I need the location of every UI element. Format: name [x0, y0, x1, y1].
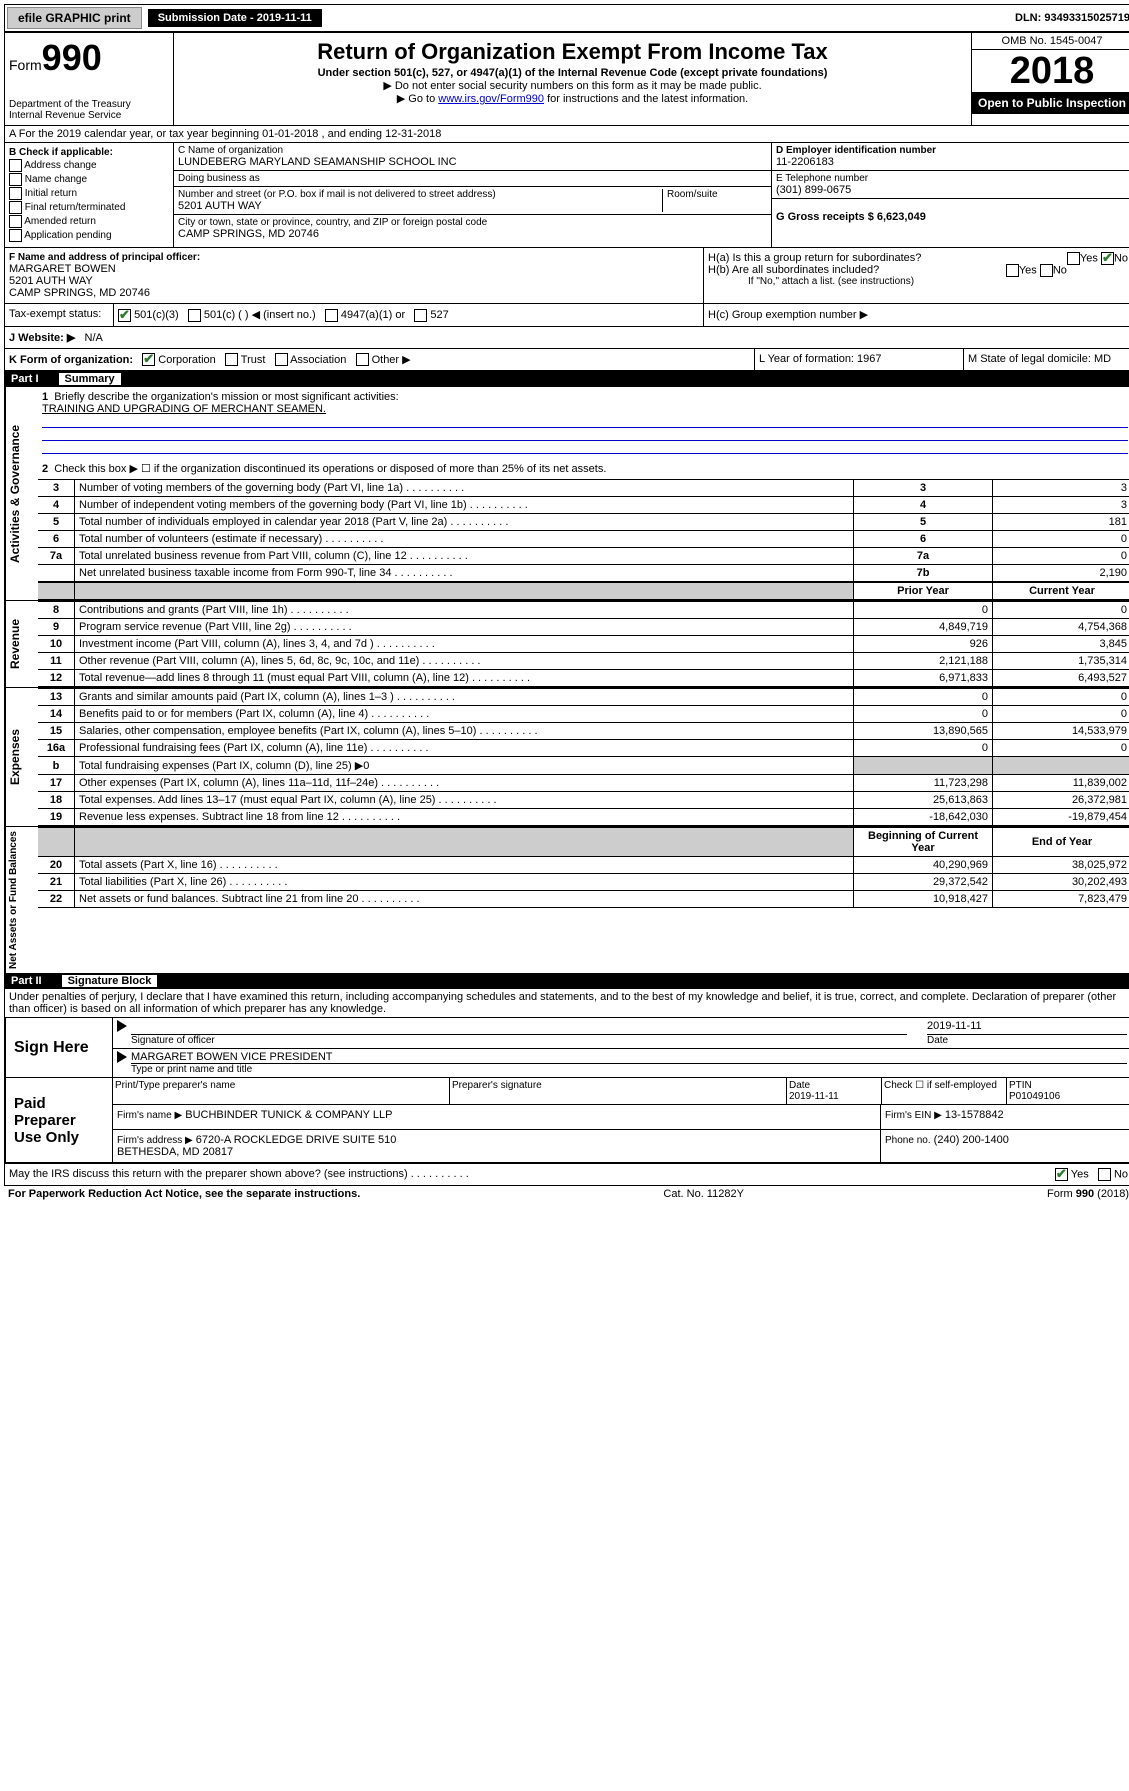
tax-year: 2018 [972, 50, 1129, 92]
year-formation: L Year of formation: 1967 [755, 349, 964, 371]
dln-label: DLN: 93493315025719 [1015, 12, 1129, 24]
omb-number: OMB No. 1545-0047 [972, 33, 1129, 50]
note-1: ▶ Do not enter social security numbers o… [178, 79, 967, 92]
form-subtitle: Under section 501(c), 527, or 4947(a)(1)… [178, 67, 967, 79]
expenses-table: 13Grants and similar amounts paid (Part … [38, 688, 1129, 826]
q1-value: TRAINING AND UPGRADING OF MERCHANT SEAME… [42, 403, 326, 415]
section-b-checks: B Check if applicable: Address change Na… [5, 143, 174, 247]
submission-date: Submission Date - 2019-11-11 [148, 9, 322, 27]
ptin: PTINP01049106 [1007, 1078, 1129, 1104]
form-container: Form990 Department of the Treasury Inter… [4, 32, 1129, 1186]
sig-date: 2019-11-11 [927, 1020, 1127, 1035]
c-name-label: C Name of organization [178, 145, 767, 156]
officer-name: MARGARET BOWEN VICE PRESIDENT [131, 1051, 1127, 1064]
officer-label: F Name and address of principal officer: [9, 252, 699, 263]
arrow-icon [117, 1051, 127, 1063]
vert-revenue: Revenue [5, 601, 38, 687]
room-label: Room/suite [662, 189, 767, 212]
h-b: H(b) Are all subordinates included? Yes … [708, 264, 1128, 276]
form-title: Return of Organization Exempt From Incom… [178, 39, 967, 65]
ein-value: 11-2206183 [776, 156, 1128, 168]
city-label: City or town, state or province, country… [178, 217, 767, 228]
officer-value: MARGARET BOWEN 5201 AUTH WAY CAMP SPRING… [9, 263, 699, 299]
h-b-note: If "No," attach a list. (see instruction… [708, 276, 1128, 287]
tax-status-label: Tax-exempt status: [5, 304, 114, 326]
dept-label: Department of the Treasury Internal Reve… [9, 99, 169, 121]
q1-label: Briefly describe the organization's miss… [54, 391, 398, 403]
phone-label: E Telephone number [776, 173, 1128, 184]
state-domicile: M State of legal domicile: MD [964, 349, 1129, 371]
part-2-header: Part II Signature Block [5, 973, 1129, 989]
addr-label: Number and street (or P.O. box if mail i… [178, 189, 662, 200]
phone-value: (301) 899-0675 [776, 184, 1128, 196]
top-bar: efile GRAPHIC print Submission Date - 20… [4, 4, 1129, 32]
revenue-table: 8Contributions and grants (Part VIII, li… [38, 601, 1129, 687]
paid-preparer-label: Paid Preparer Use Only [6, 1078, 113, 1162]
city-value: CAMP SPRINGS, MD 20746 [178, 228, 767, 240]
type-name-label: Type or print name and title [131, 1064, 1127, 1075]
sign-here-label: Sign Here [6, 1018, 113, 1077]
vert-expenses: Expenses [5, 688, 38, 826]
section-a-period: A For the 2019 calendar year, or tax yea… [5, 126, 1129, 143]
k-form-org: K Form of organization: Corporation Trus… [5, 349, 755, 371]
form-number: Form990 [9, 37, 169, 79]
firm-ein: Firm's EIN ▶ 13-1578842 [881, 1105, 1129, 1129]
discuss-row: May the IRS discuss this return with the… [5, 1163, 1129, 1185]
prep-name-label: Print/Type preparer's name [113, 1078, 450, 1104]
address: 5201 AUTH WAY [178, 200, 662, 212]
form-ref: Form 990 (2018) [1047, 1188, 1129, 1200]
h-a: H(a) Is this a group return for subordin… [708, 252, 1128, 264]
firm-address: Firm's address ▶ 6720-A ROCKLEDGE DRIVE … [113, 1130, 881, 1162]
prep-sig-label: Preparer's signature [450, 1078, 787, 1104]
summary-table-single: 3Number of voting members of the governi… [38, 479, 1129, 600]
footer: For Paperwork Reduction Act Notice, see … [4, 1186, 1129, 1202]
sig-officer-label: Signature of officer [131, 1035, 907, 1046]
net-table: Beginning of Current YearEnd of Year20To… [38, 827, 1129, 908]
efile-button[interactable]: efile GRAPHIC print [7, 7, 142, 29]
penalties-text: Under penalties of perjury, I declare th… [5, 989, 1129, 1018]
vert-activities: Activities & Governance [5, 387, 38, 600]
vert-net: Net Assets or Fund Balances [5, 827, 38, 973]
arrow-icon [117, 1020, 127, 1032]
website-row: J Website: ▶ N/A [5, 327, 1129, 348]
tax-status-options: 501(c)(3) 501(c) ( ) ◀ (insert no.) 4947… [114, 304, 704, 326]
irs-link[interactable]: www.irs.gov/Form990 [438, 93, 544, 105]
dba-label: Doing business as [178, 173, 767, 184]
q2-label: Check this box ▶ ☐ if the organization d… [54, 463, 606, 475]
open-public-badge: Open to Public Inspection [972, 92, 1129, 114]
part-1-header: Part I Summary [5, 371, 1129, 387]
ein-label: D Employer identification number [776, 145, 1128, 156]
firm-phone: Phone no. (240) 200-1400 [881, 1130, 1129, 1162]
org-name: LUNDEBERG MARYLAND SEAMANSHIP SCHOOL INC [178, 156, 767, 168]
prep-date: Date2019-11-11 [787, 1078, 882, 1104]
note-2: ▶ Go to www.irs.gov/Form990 for instruct… [178, 92, 967, 105]
h-c: H(c) Group exemption number ▶ [704, 304, 1129, 326]
firm-name: Firm's name ▶ BUCHBINDER TUNICK & COMPAN… [113, 1105, 881, 1129]
date-label: Date [927, 1035, 1127, 1046]
self-employed: Check ☐ if self-employed [882, 1078, 1007, 1104]
gross-receipts: G Gross receipts $ 6,623,049 [776, 211, 926, 223]
